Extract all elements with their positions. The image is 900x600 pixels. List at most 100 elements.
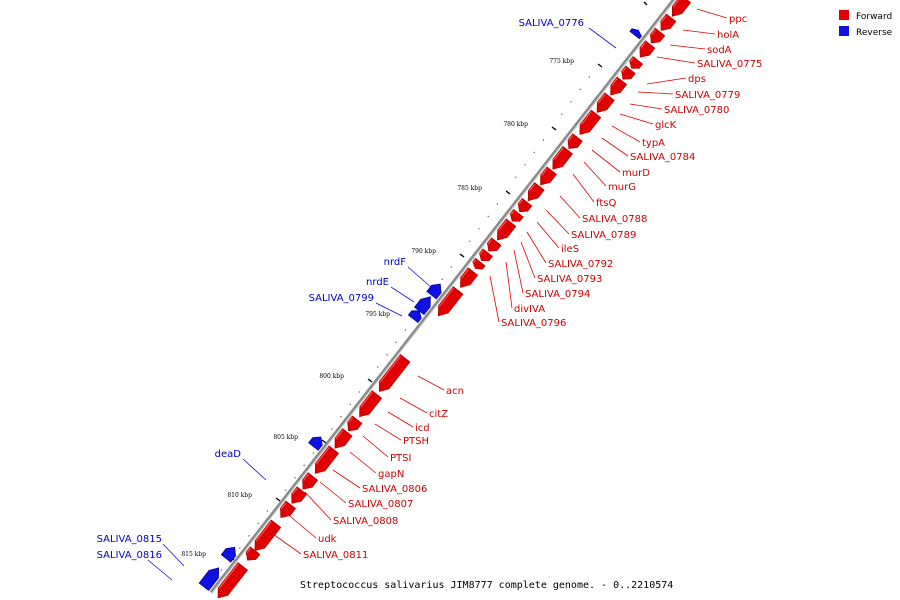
tick-minor bbox=[579, 88, 581, 90]
reverse-gene-0 bbox=[629, 28, 642, 40]
forward-gene-25 bbox=[314, 445, 340, 474]
forward-gene-26-shade bbox=[303, 473, 309, 481]
tick-mark bbox=[321, 439, 327, 444]
forward-gene-leader bbox=[513, 249, 524, 294]
forward-gene-16-shade bbox=[487, 238, 493, 245]
forward-gene-leader bbox=[637, 91, 674, 95]
tick-minor bbox=[257, 522, 259, 524]
forward-gene-leader bbox=[656, 56, 696, 64]
reverse-gene-3 bbox=[407, 310, 422, 324]
tick-label: 800 kbp bbox=[319, 373, 344, 380]
forward-gene-26 bbox=[302, 472, 319, 490]
forward-gene-4 bbox=[629, 56, 644, 69]
forward-gene-22-shade bbox=[360, 391, 373, 408]
reverse-gene-label: nrdF bbox=[384, 257, 407, 268]
forward-gene-label: SALIVA_0796 bbox=[501, 318, 566, 329]
reverse-gene-6 bbox=[198, 567, 220, 592]
forward-gene-leader bbox=[629, 103, 663, 110]
reverse-gene-4 bbox=[308, 436, 323, 451]
tick-label: 780 kbp bbox=[503, 121, 528, 128]
forward-gene-label: citZ bbox=[429, 409, 448, 420]
tick-label: 790 kbp bbox=[411, 248, 436, 255]
tick-label: 785 kbp bbox=[457, 185, 482, 192]
forward-gene-label: dps bbox=[688, 74, 706, 85]
reverse-gene-5 bbox=[220, 546, 236, 563]
forward-gene-23 bbox=[347, 415, 363, 432]
tick-minor bbox=[542, 139, 544, 141]
forward-gene-label: ftsQ bbox=[596, 198, 616, 209]
forward-gene-label: PTSH bbox=[403, 436, 429, 447]
forward-gene-20 bbox=[437, 286, 464, 317]
forward-gene-leader bbox=[572, 173, 595, 203]
forward-gene-leader bbox=[646, 77, 687, 85]
forward-gene-27-shade bbox=[291, 488, 298, 495]
forward-gene-3-shade bbox=[640, 41, 647, 49]
tick-minor bbox=[285, 489, 287, 491]
forward-gene-label: udk bbox=[318, 534, 337, 545]
forward-gene-label: SALIVA_0775 bbox=[697, 59, 762, 70]
forward-gene-label: SALIVA_0789 bbox=[571, 230, 636, 241]
forward-gene-label: icd bbox=[415, 423, 430, 434]
reverse-gene-leader bbox=[390, 286, 415, 303]
tick-minor bbox=[340, 416, 342, 418]
forward-gene-8 bbox=[579, 109, 602, 135]
forward-gene-3 bbox=[639, 40, 656, 58]
forward-gene-label: ileS bbox=[561, 244, 579, 255]
forward-gene-14-shade bbox=[510, 210, 515, 215]
forward-gene-label: SALIVA_0780 bbox=[664, 105, 729, 116]
forward-gene-18 bbox=[472, 257, 486, 270]
forward-gene-31 bbox=[217, 562, 248, 599]
reverse-gene-2 bbox=[413, 296, 431, 316]
tick-minor bbox=[441, 278, 443, 280]
forward-gene-leader bbox=[304, 491, 332, 521]
legend-swatch-forward bbox=[839, 10, 849, 20]
tick-minor bbox=[377, 366, 379, 368]
legend-label-forward: Forward bbox=[856, 12, 892, 22]
forward-gene-21-shade bbox=[379, 355, 402, 383]
tick-minor bbox=[404, 329, 406, 331]
forward-gene-leader bbox=[374, 423, 402, 441]
forward-gene-7 bbox=[596, 92, 615, 113]
forward-gene-leader bbox=[559, 195, 581, 219]
tick-minor bbox=[487, 215, 489, 217]
tick-mark bbox=[459, 253, 465, 258]
forward-gene-leader bbox=[696, 8, 728, 19]
forward-gene-0-shade bbox=[672, 0, 680, 8]
forward-gene-10 bbox=[552, 145, 573, 170]
forward-gene-13-shade bbox=[518, 199, 523, 205]
reverse-gene-leader bbox=[147, 559, 173, 581]
reverse-gene-leader bbox=[162, 543, 185, 567]
tick-minor bbox=[524, 164, 526, 166]
tick-minor bbox=[588, 76, 590, 78]
forward-gene-leader bbox=[489, 275, 500, 323]
forward-gene-1-shade bbox=[661, 15, 667, 22]
tick-minor bbox=[515, 176, 517, 178]
tick-minor bbox=[331, 428, 333, 430]
tick-minor bbox=[386, 354, 388, 356]
tick-label: 775 kbp bbox=[549, 58, 574, 65]
forward-gene-leader bbox=[682, 29, 716, 35]
genome-backbone-highlight bbox=[211, 0, 676, 594]
forward-gene-label: SALIVA_0806 bbox=[362, 484, 427, 495]
forward-gene-leader bbox=[505, 261, 513, 309]
forward-gene-23-shade bbox=[348, 417, 354, 424]
forward-gene-4-shade bbox=[629, 57, 634, 62]
reverse-gene-leader bbox=[407, 266, 433, 289]
forward-gene-leader bbox=[611, 125, 641, 143]
forward-gene-21 bbox=[378, 354, 411, 392]
forward-gene-leader bbox=[601, 137, 629, 157]
forward-gene-label: SALIVA_0784 bbox=[630, 152, 695, 163]
forward-gene-label: SALIVA_0808 bbox=[333, 516, 398, 527]
tick-label: 815 kbp bbox=[181, 551, 206, 558]
tick-label: 805 kbp bbox=[273, 434, 298, 441]
forward-gene-label: SALIVA_0793 bbox=[537, 274, 602, 285]
tick-minor bbox=[358, 391, 360, 393]
reverse-gene-leader bbox=[242, 458, 267, 481]
forward-gene-leader bbox=[417, 375, 445, 391]
forward-gene-leader bbox=[583, 161, 607, 187]
forward-gene-label: acn bbox=[446, 386, 464, 397]
reverse-gene-1 bbox=[426, 283, 442, 300]
forward-gene-leader bbox=[387, 411, 414, 428]
forward-gene-label: SALIVA_0811 bbox=[303, 550, 368, 561]
forward-gene-label: SALIVA_0794 bbox=[525, 289, 590, 300]
